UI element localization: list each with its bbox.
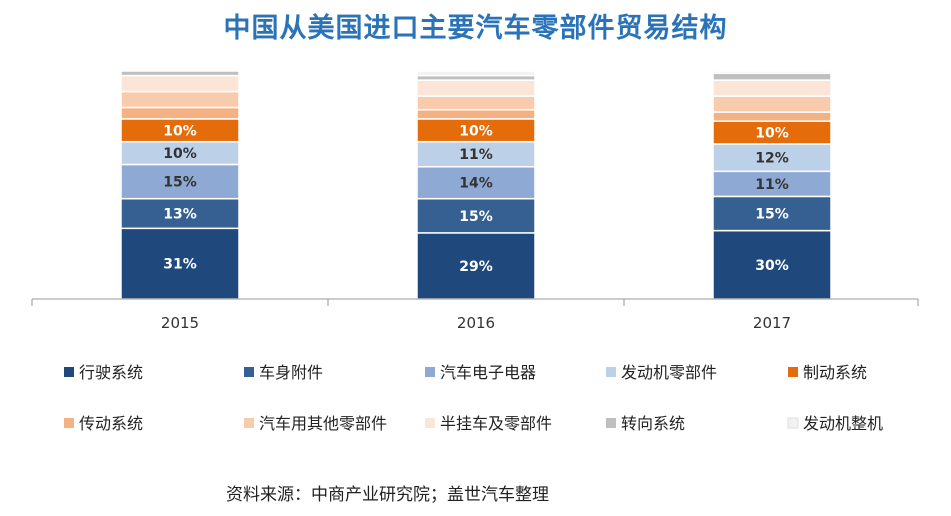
legend-swatch xyxy=(425,367,435,377)
bar-segment xyxy=(712,111,832,122)
legend-swatch xyxy=(64,367,74,377)
legend-label: 发动机整机 xyxy=(803,414,883,433)
data-label: 10% xyxy=(163,146,197,162)
bar-segment xyxy=(416,109,536,120)
legend-swatch xyxy=(606,418,616,428)
bar-segment xyxy=(712,72,832,81)
data-label: 11% xyxy=(459,147,493,163)
bar-segment xyxy=(120,70,240,77)
legend-label: 传动系统 xyxy=(79,414,143,433)
bar-segment xyxy=(416,166,536,200)
legend-swatch xyxy=(788,367,798,377)
data-label: 30% xyxy=(755,258,789,274)
bar-segment xyxy=(712,70,832,75)
legend-swatch xyxy=(787,417,799,429)
data-label: 13% xyxy=(163,207,197,223)
data-label: 10% xyxy=(755,126,789,142)
legend-swatch xyxy=(425,418,435,428)
legend-swatch xyxy=(244,367,254,377)
bar-segment xyxy=(120,90,240,109)
data-label: 29% xyxy=(459,259,493,275)
bar-segment xyxy=(712,170,832,198)
x-tick-label: 2016 xyxy=(457,314,495,332)
legend-swatch xyxy=(606,367,616,377)
data-label: 15% xyxy=(163,175,197,191)
x-tick-label: 2017 xyxy=(753,314,791,332)
source-note: 资料来源：中商产业研究院；盖世汽车整理 xyxy=(226,485,549,505)
bar-segment xyxy=(120,74,240,93)
bar-segment xyxy=(416,95,536,111)
legend-label: 行驶系统 xyxy=(79,363,143,382)
data-label: 11% xyxy=(755,177,789,193)
legend-label: 车身附件 xyxy=(259,363,323,382)
bar-group: 31% 13% 15% 10% 10% 29% 15% 14% 11% 10% 30% 15% 11% 1… xyxy=(120,70,832,300)
chart-title: 中国从美国进口主要汽车零部件贸易结构 xyxy=(223,13,728,44)
data-label: 12% xyxy=(755,151,789,167)
bar-segment xyxy=(120,106,240,120)
legend-label: 制动系统 xyxy=(803,363,867,382)
legend-label: 半挂车及零部件 xyxy=(440,414,552,433)
bar-segment xyxy=(712,143,832,173)
bar-segment xyxy=(120,163,240,200)
bar-segment xyxy=(416,79,536,97)
data-label: 15% xyxy=(755,207,789,223)
bar-segment xyxy=(712,95,832,113)
legend-swatch xyxy=(244,418,254,428)
legend-label: 汽车用其他零部件 xyxy=(259,414,387,433)
legend-label: 汽车电子电器 xyxy=(440,363,536,382)
legend-label: 发动机零部件 xyxy=(621,363,717,382)
data-label: 10% xyxy=(459,123,493,139)
x-axis: 2015 2016 2017 xyxy=(31,298,919,332)
data-label: 31% xyxy=(163,257,197,273)
x-tick-label: 2015 xyxy=(161,314,199,332)
bar-segment xyxy=(712,79,832,97)
legend-swatch xyxy=(64,418,74,428)
bar-segment xyxy=(120,227,240,300)
data-label: 14% xyxy=(459,176,493,192)
bar-segment xyxy=(712,229,832,300)
data-label: 10% xyxy=(163,123,197,139)
legend-label: 转向系统 xyxy=(621,414,685,433)
data-label: 15% xyxy=(459,209,493,225)
bar-segment xyxy=(416,70,536,77)
